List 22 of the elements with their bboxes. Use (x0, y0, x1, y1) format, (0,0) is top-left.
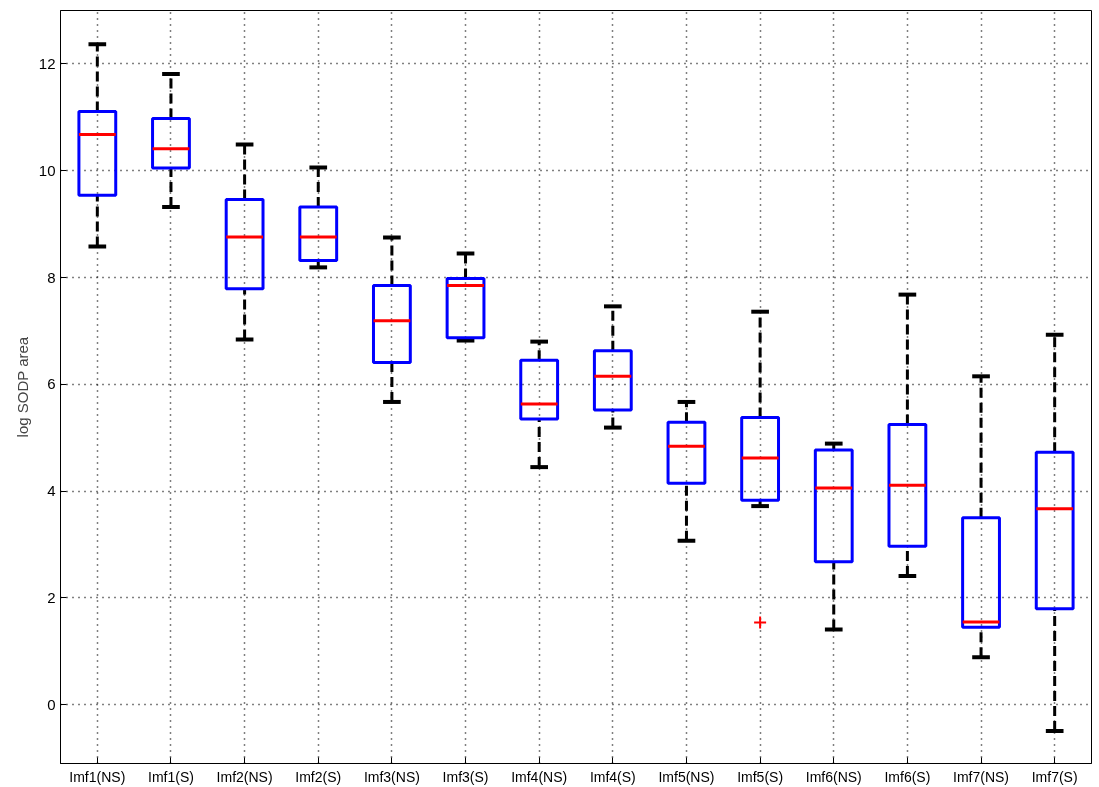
x-tick-label: Imf3(S) (442, 768, 489, 785)
y-tick-label: 2 (47, 588, 56, 606)
y-tick-label: 0 (47, 695, 56, 713)
x-tick-label: Imf4(S) (589, 768, 636, 785)
y-tick-label: 8 (47, 268, 56, 286)
x-tick-label: Imf1(S) (148, 768, 194, 785)
y-axis-title: log SODP area (13, 336, 31, 438)
y-tick-label: 12 (38, 54, 56, 72)
y-tick-label: 4 (47, 482, 56, 500)
x-tick-label: Imf7(S) (1031, 768, 1078, 785)
x-tick-label: Imf6(NS) (805, 768, 862, 785)
x-tick-label: Imf5(S) (737, 768, 784, 785)
x-tick-label: Imf4(NS) (511, 768, 568, 785)
x-tick-label: Imf1(NS) (69, 768, 126, 785)
y-tick-label: 6 (47, 375, 56, 393)
x-tick-label: Imf2(NS) (216, 768, 273, 785)
x-tick-label: Imf5(NS) (658, 768, 715, 785)
x-tick-label: Imf6(S) (884, 768, 931, 785)
x-tick-label: Imf3(NS) (363, 768, 420, 785)
x-tick-label: Imf2(S) (295, 768, 342, 785)
x-tick-label: Imf7(NS) (953, 768, 1010, 785)
y-tick-label: 10 (38, 161, 56, 179)
